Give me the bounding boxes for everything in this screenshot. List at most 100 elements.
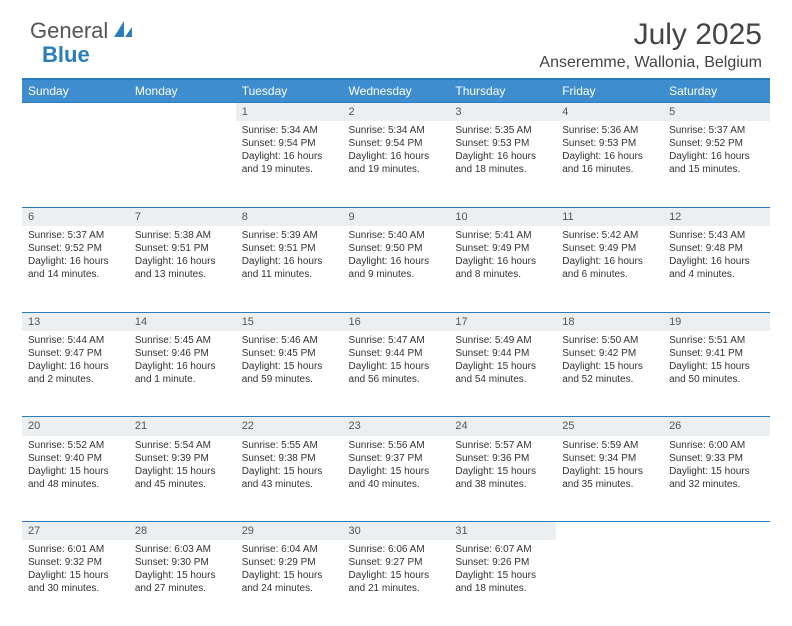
day-details: Sunrise: 6:00 AMSunset: 9:33 PMDaylight:… [663, 436, 770, 497]
day-number: 25 [556, 417, 663, 436]
daylight-text: and 11 minutes. [242, 268, 337, 281]
day-cell: Sunrise: 6:07 AMSunset: 9:26 PMDaylight:… [449, 540, 556, 626]
weekday-header: Friday [556, 79, 663, 103]
day-number: 8 [236, 207, 343, 226]
day-details: Sunrise: 5:51 AMSunset: 9:41 PMDaylight:… [663, 331, 770, 392]
daylight-text: and 14 minutes. [28, 268, 123, 281]
daylight-text: and 24 minutes. [242, 582, 337, 595]
day-cell: Sunrise: 5:41 AMSunset: 9:49 PMDaylight:… [449, 226, 556, 312]
daylight-text: and 40 minutes. [349, 478, 444, 491]
sunrise-text: Sunrise: 5:38 AM [135, 229, 230, 242]
weekday-header: Sunday [22, 79, 129, 103]
daylight-text: Daylight: 15 hours [349, 569, 444, 582]
sunrise-text: Sunrise: 6:03 AM [135, 543, 230, 556]
day-number: 14 [129, 312, 236, 331]
day-number-row: 2728293031 [22, 522, 770, 541]
daylight-text: and 16 minutes. [562, 163, 657, 176]
daylight-text: Daylight: 15 hours [135, 569, 230, 582]
empty-cell [663, 540, 770, 626]
daylight-text: and 6 minutes. [562, 268, 657, 281]
day-cell: Sunrise: 6:00 AMSunset: 9:33 PMDaylight:… [663, 436, 770, 522]
sunrise-text: Sunrise: 5:34 AM [349, 124, 444, 137]
sunset-text: Sunset: 9:51 PM [242, 242, 337, 255]
day-cell: Sunrise: 5:36 AMSunset: 9:53 PMDaylight:… [556, 121, 663, 207]
daylight-text: and 48 minutes. [28, 478, 123, 491]
day-details: Sunrise: 5:46 AMSunset: 9:45 PMDaylight:… [236, 331, 343, 392]
day-details: Sunrise: 5:37 AMSunset: 9:52 PMDaylight:… [663, 121, 770, 182]
logo-text-blue: Blue [42, 42, 90, 68]
daylight-text: Daylight: 15 hours [349, 465, 444, 478]
day-cell: Sunrise: 5:56 AMSunset: 9:37 PMDaylight:… [343, 436, 450, 522]
weekday-header: Wednesday [343, 79, 450, 103]
day-cell: Sunrise: 5:44 AMSunset: 9:47 PMDaylight:… [22, 331, 129, 417]
daylight-text: Daylight: 16 hours [28, 360, 123, 373]
day-details: Sunrise: 5:41 AMSunset: 9:49 PMDaylight:… [449, 226, 556, 287]
sunrise-text: Sunrise: 5:39 AM [242, 229, 337, 242]
sunrise-text: Sunrise: 5:51 AM [669, 334, 764, 347]
sunrise-text: Sunrise: 5:43 AM [669, 229, 764, 242]
sunrise-text: Sunrise: 6:04 AM [242, 543, 337, 556]
daylight-text: and 27 minutes. [135, 582, 230, 595]
sunrise-text: Sunrise: 6:07 AM [455, 543, 550, 556]
daylight-text: and 19 minutes. [349, 163, 444, 176]
day-number: 4 [556, 103, 663, 122]
sunset-text: Sunset: 9:48 PM [669, 242, 764, 255]
daylight-text: Daylight: 15 hours [455, 360, 550, 373]
sunset-text: Sunset: 9:54 PM [242, 137, 337, 150]
daylight-text: Daylight: 15 hours [28, 465, 123, 478]
daylight-text: Daylight: 15 hours [455, 569, 550, 582]
day-details: Sunrise: 5:55 AMSunset: 9:38 PMDaylight:… [236, 436, 343, 497]
empty-cell [556, 540, 663, 626]
daylight-text: Daylight: 16 hours [28, 255, 123, 268]
sunset-text: Sunset: 9:44 PM [455, 347, 550, 360]
day-number: 18 [556, 312, 663, 331]
daylight-text: and 19 minutes. [242, 163, 337, 176]
day-details: Sunrise: 5:42 AMSunset: 9:49 PMDaylight:… [556, 226, 663, 287]
daylight-text: Daylight: 15 hours [242, 360, 337, 373]
day-cell: Sunrise: 5:42 AMSunset: 9:49 PMDaylight:… [556, 226, 663, 312]
sunset-text: Sunset: 9:29 PM [242, 556, 337, 569]
empty-cell [663, 522, 770, 541]
day-body-row: Sunrise: 6:01 AMSunset: 9:32 PMDaylight:… [22, 540, 770, 626]
sunset-text: Sunset: 9:30 PM [135, 556, 230, 569]
day-cell: Sunrise: 6:04 AMSunset: 9:29 PMDaylight:… [236, 540, 343, 626]
sunset-text: Sunset: 9:37 PM [349, 452, 444, 465]
day-cell: Sunrise: 5:38 AMSunset: 9:51 PMDaylight:… [129, 226, 236, 312]
sunrise-text: Sunrise: 5:41 AM [455, 229, 550, 242]
sunrise-text: Sunrise: 5:59 AM [562, 439, 657, 452]
daylight-text: and 50 minutes. [669, 373, 764, 386]
day-cell: Sunrise: 5:57 AMSunset: 9:36 PMDaylight:… [449, 436, 556, 522]
day-number: 1 [236, 103, 343, 122]
daylight-text: Daylight: 16 hours [135, 255, 230, 268]
day-number: 13 [22, 312, 129, 331]
day-cell: Sunrise: 5:50 AMSunset: 9:42 PMDaylight:… [556, 331, 663, 417]
day-details: Sunrise: 5:57 AMSunset: 9:36 PMDaylight:… [449, 436, 556, 497]
daylight-text: Daylight: 16 hours [349, 150, 444, 163]
daylight-text: and 56 minutes. [349, 373, 444, 386]
empty-cell [556, 522, 663, 541]
daylight-text: and 52 minutes. [562, 373, 657, 386]
day-number-row: 12345 [22, 103, 770, 122]
empty-cell [22, 121, 129, 207]
day-number: 12 [663, 207, 770, 226]
day-details: Sunrise: 6:04 AMSunset: 9:29 PMDaylight:… [236, 540, 343, 601]
day-details: Sunrise: 5:56 AMSunset: 9:37 PMDaylight:… [343, 436, 450, 497]
sunset-text: Sunset: 9:52 PM [28, 242, 123, 255]
day-cell: Sunrise: 6:03 AMSunset: 9:30 PMDaylight:… [129, 540, 236, 626]
sunset-text: Sunset: 9:34 PM [562, 452, 657, 465]
sunset-text: Sunset: 9:46 PM [135, 347, 230, 360]
day-body-row: Sunrise: 5:37 AMSunset: 9:52 PMDaylight:… [22, 226, 770, 312]
day-details: Sunrise: 5:49 AMSunset: 9:44 PMDaylight:… [449, 331, 556, 392]
logo-text-general: General [30, 18, 108, 44]
sunset-text: Sunset: 9:41 PM [669, 347, 764, 360]
sunrise-text: Sunrise: 5:52 AM [28, 439, 123, 452]
daylight-text: Daylight: 15 hours [669, 465, 764, 478]
day-cell: Sunrise: 5:51 AMSunset: 9:41 PMDaylight:… [663, 331, 770, 417]
sunset-text: Sunset: 9:36 PM [455, 452, 550, 465]
daylight-text: and 21 minutes. [349, 582, 444, 595]
day-number: 21 [129, 417, 236, 436]
sunrise-text: Sunrise: 5:47 AM [349, 334, 444, 347]
calendar-table: SundayMondayTuesdayWednesdayThursdayFrid… [22, 78, 770, 626]
sunrise-text: Sunrise: 6:01 AM [28, 543, 123, 556]
day-cell: Sunrise: 5:34 AMSunset: 9:54 PMDaylight:… [343, 121, 450, 207]
